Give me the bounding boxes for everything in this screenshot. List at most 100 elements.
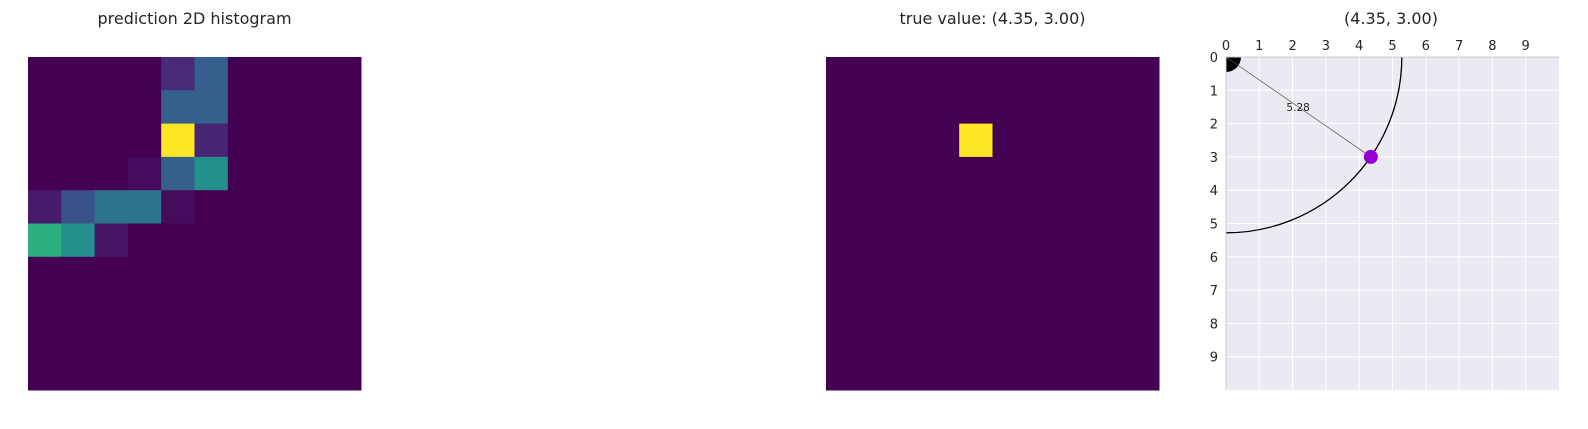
hist-cell-7-9 [327, 290, 362, 324]
hist-cell-9-5 [194, 356, 229, 391]
true-cell-5-5 [992, 223, 1027, 258]
hist-cell-2-8 [294, 123, 329, 158]
hist-cell-5-9 [327, 223, 362, 258]
true-cell-1-8 [1092, 90, 1127, 125]
x-tick-9: 9 [1522, 39, 1530, 54]
true-cell-2-3 [925, 123, 960, 158]
hist-cell-0-5 [194, 57, 229, 91]
true-cell-2-1 [859, 123, 894, 158]
true-cell-2-4 [959, 123, 993, 158]
x-tick-0: 0 [1222, 39, 1230, 54]
x-tick-5: 5 [1388, 39, 1396, 54]
hist-cell-2-9 [327, 123, 362, 158]
true-cell-4-1 [859, 190, 894, 224]
hist-cell-3-9 [327, 156, 362, 191]
y-tick-2: 2 [1210, 118, 1218, 133]
true-cell-4-6 [1025, 190, 1060, 224]
histogram-title: prediction 2D histogram [97, 9, 291, 28]
true-cell-0-3 [925, 57, 960, 91]
hist-cell-4-4 [161, 190, 195, 224]
scatter-title: (4.35, 3.00) [1344, 9, 1438, 28]
hist-cell-6-2 [94, 256, 129, 291]
true-cell-7-9 [1125, 290, 1160, 324]
hist-cell-8-7 [261, 323, 295, 358]
true-cell-8-8 [1092, 323, 1127, 358]
true-cell-8-7 [1059, 323, 1093, 358]
hist-cell-1-4 [161, 90, 195, 125]
hist-cell-7-1 [61, 290, 96, 324]
hist-cell-3-3 [127, 156, 162, 191]
true-cell-6-0 [826, 256, 860, 291]
hist-cell-9-8 [294, 356, 329, 391]
true-cell-0-8 [1092, 57, 1127, 91]
radius-label: 5.28 [1286, 102, 1309, 114]
true-cell-6-7 [1059, 256, 1093, 291]
hist-cell-9-9 [327, 356, 362, 391]
x-tick-2: 2 [1288, 39, 1296, 54]
hist-cell-5-7 [261, 223, 295, 258]
x-tick-8: 8 [1488, 39, 1496, 54]
hist-cell-0-9 [327, 57, 362, 91]
true-cell-1-1 [859, 90, 894, 125]
hist-cell-0-2 [94, 57, 129, 91]
y-tick-3: 3 [1210, 151, 1218, 166]
true-cell-3-4 [959, 156, 993, 191]
hist-cell-3-1 [61, 156, 96, 191]
y-tick-8: 8 [1210, 317, 1218, 332]
true-cell-2-0 [826, 123, 860, 158]
hist-cell-4-9 [327, 190, 362, 224]
hist-cell-1-3 [127, 90, 162, 125]
hist-cell-8-0 [28, 323, 62, 358]
hist-cell-7-8 [294, 290, 329, 324]
hist-cell-4-1 [61, 190, 96, 224]
hist-cell-7-6 [227, 290, 262, 324]
true-cell-8-6 [1025, 323, 1060, 358]
true-cell-1-5 [992, 90, 1027, 125]
hist-cell-1-8 [294, 90, 329, 125]
hist-cell-6-3 [127, 256, 162, 291]
hist-cell-0-6 [227, 57, 262, 91]
hist-cell-7-2 [94, 290, 129, 324]
true-cell-6-3 [925, 256, 960, 291]
true-cell-8-1 [859, 323, 894, 358]
prediction-histogram [28, 57, 362, 391]
hist-cell-1-2 [94, 90, 129, 125]
true-cell-7-7 [1059, 290, 1093, 324]
hist-cell-6-0 [28, 256, 62, 291]
true-cell-9-9 [1125, 356, 1160, 391]
hist-cell-8-8 [294, 323, 329, 358]
hist-cell-9-4 [161, 356, 195, 391]
true-cell-5-6 [1025, 223, 1060, 258]
hist-cell-5-5 [194, 223, 229, 258]
hist-cell-5-0 [28, 223, 62, 258]
hist-cell-4-6 [227, 190, 262, 224]
true-cell-3-0 [826, 156, 860, 191]
hist-cell-5-8 [294, 223, 329, 258]
hist-cell-1-9 [327, 90, 362, 125]
hist-cell-8-1 [61, 323, 96, 358]
true-cell-3-5 [992, 156, 1027, 191]
hist-cell-8-6 [227, 323, 262, 358]
hist-cell-6-4 [161, 256, 195, 291]
hist-cell-8-3 [127, 323, 162, 358]
true-cell-3-7 [1059, 156, 1093, 191]
true-cell-7-8 [1092, 290, 1127, 324]
true-cell-4-9 [1125, 190, 1160, 224]
hist-cell-0-7 [261, 57, 295, 91]
true-cell-4-2 [892, 190, 927, 224]
true-cell-7-1 [859, 290, 894, 324]
hist-cell-1-0 [28, 90, 62, 125]
true-cell-2-7 [1059, 123, 1093, 158]
hist-cell-9-1 [61, 356, 96, 391]
true-cell-0-0 [826, 57, 860, 91]
true-cell-6-9 [1125, 256, 1160, 291]
hist-cell-3-4 [161, 156, 195, 191]
y-tick-0: 0 [1210, 51, 1218, 66]
true-cell-1-3 [925, 90, 960, 125]
hist-cell-8-9 [327, 323, 362, 358]
origin-marker [1226, 57, 1241, 72]
true-cell-2-2 [892, 123, 927, 158]
true-cell-5-0 [826, 223, 860, 258]
hist-cell-4-3 [127, 190, 162, 224]
